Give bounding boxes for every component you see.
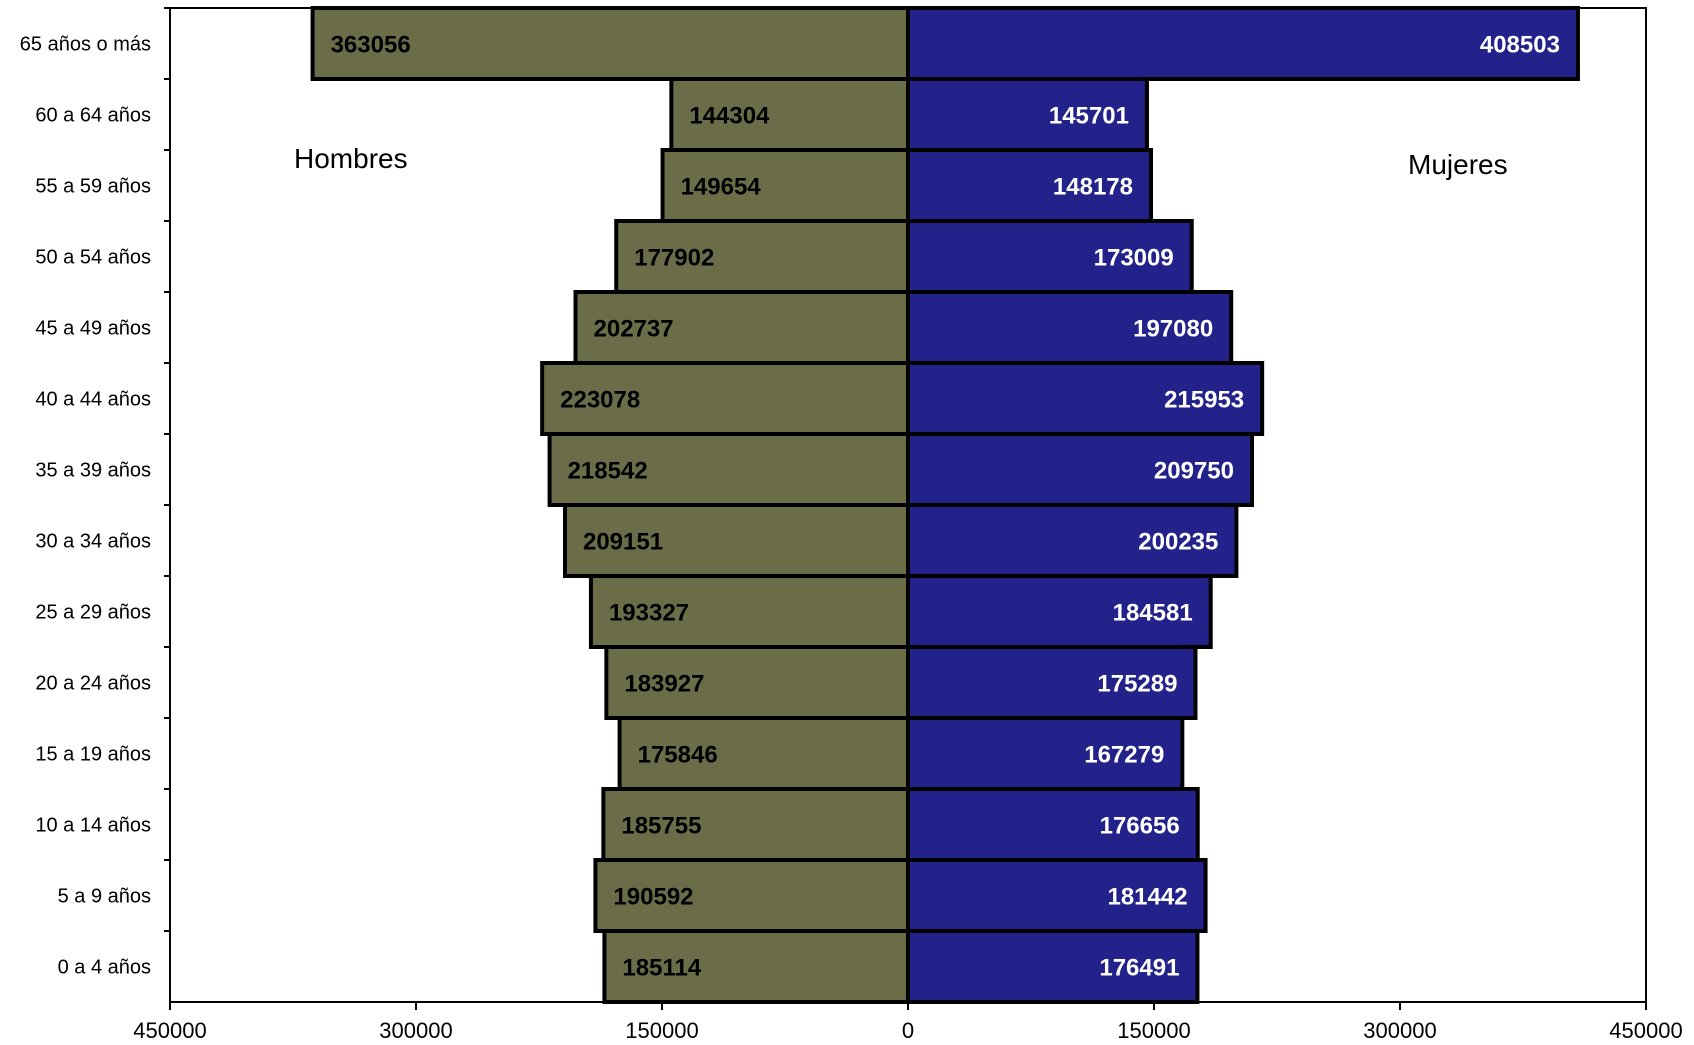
x-tick-label: 450000 bbox=[1609, 1018, 1682, 1043]
bars-group: 363056 408503 144304 145701 149654 148178 1779… bbox=[310, 6, 1580, 1004]
x-tick-label: 150000 bbox=[625, 1018, 698, 1043]
bar-value-label-mujeres: 173009 bbox=[1094, 245, 1174, 272]
bar-value-label-hombres: 175846 bbox=[638, 742, 718, 769]
bar-value-label-mujeres: 148178 bbox=[1053, 174, 1133, 201]
bar-mujeres bbox=[906, 6, 1580, 81]
x-tick-label: 300000 bbox=[379, 1018, 452, 1043]
bar-value-label-hombres: 149654 bbox=[681, 174, 762, 201]
bar-value-label-hombres: 144304 bbox=[689, 103, 770, 130]
bar-hombres bbox=[614, 219, 910, 294]
bar-value-label-hombres: 223078 bbox=[560, 387, 640, 414]
bar-hombres bbox=[562, 503, 910, 578]
bar-value-label-hombres: 193327 bbox=[609, 600, 689, 627]
x-tick-label: 0 bbox=[902, 1018, 914, 1043]
bar-value-label-hombres: 218542 bbox=[568, 458, 648, 485]
x-tick-label: 300000 bbox=[1363, 1018, 1436, 1043]
category-label: 65 años o más bbox=[20, 34, 151, 56]
bar-value-label-hombres: 183927 bbox=[624, 671, 704, 698]
x-tick-label: 450000 bbox=[133, 1018, 206, 1043]
bar-value-label-mujeres: 200235 bbox=[1138, 529, 1218, 556]
bar-value-label-mujeres: 145701 bbox=[1049, 103, 1129, 130]
category-label: 50 a 54 años bbox=[35, 247, 151, 269]
bar-value-label-hombres: 202737 bbox=[594, 316, 674, 343]
category-label: 30 a 34 años bbox=[35, 531, 151, 553]
bar-value-label-hombres: 177902 bbox=[634, 245, 714, 272]
bar-hombres bbox=[547, 432, 910, 507]
bar-hombres bbox=[540, 361, 911, 436]
category-label: 0 a 4 años bbox=[58, 957, 151, 979]
bar-value-label-hombres: 185755 bbox=[621, 813, 701, 840]
bar-value-label-mujeres: 175289 bbox=[1097, 671, 1177, 698]
category-labels: 65 años o más 60 a 64 años 55 a 59 años 50 … bbox=[20, 7, 170, 979]
category-label: 45 a 49 años bbox=[35, 318, 151, 340]
series-label-hombres: Hombres bbox=[294, 143, 408, 174]
bar-value-label-mujeres: 167279 bbox=[1084, 742, 1164, 769]
category-label: 55 a 59 años bbox=[35, 176, 151, 198]
bar-value-label-mujeres: 181442 bbox=[1107, 884, 1187, 911]
category-label: 25 a 29 años bbox=[35, 602, 151, 624]
bar-value-label-mujeres: 176656 bbox=[1100, 813, 1180, 840]
category-label: 20 a 24 años bbox=[35, 673, 151, 695]
bar-value-label-mujeres: 184581 bbox=[1113, 600, 1193, 627]
bar-hombres bbox=[602, 929, 910, 1004]
x-axis: 450000 300000 150000 0 150000 300000 450000 bbox=[133, 1002, 1683, 1043]
bar-hombres bbox=[573, 290, 910, 365]
bar-value-label-hombres: 185114 bbox=[622, 955, 701, 982]
bar-value-label-mujeres: 408503 bbox=[1480, 32, 1560, 59]
bar-value-label-hombres: 209151 bbox=[583, 529, 663, 556]
bar-mujeres bbox=[906, 574, 1213, 649]
bar-value-label-mujeres: 197080 bbox=[1133, 316, 1213, 343]
bar-value-label-mujeres: 176491 bbox=[1099, 955, 1179, 982]
bar-mujeres bbox=[906, 787, 1200, 862]
bar-value-label-hombres: 363056 bbox=[331, 32, 411, 59]
category-label: 40 a 44 años bbox=[35, 389, 151, 411]
bar-value-label-mujeres: 209750 bbox=[1154, 458, 1234, 485]
category-label: 15 a 19 años bbox=[35, 744, 151, 766]
bar-value-label-hombres: 190592 bbox=[613, 884, 693, 911]
category-label: 60 a 64 años bbox=[35, 105, 151, 127]
series-label-mujeres: Mujeres bbox=[1408, 149, 1508, 180]
category-label: 5 a 9 años bbox=[58, 886, 151, 908]
x-tick-label: 150000 bbox=[1117, 1018, 1190, 1043]
bar-value-label-mujeres: 215953 bbox=[1164, 387, 1244, 414]
bar-hombres bbox=[310, 6, 911, 81]
category-label: 35 a 39 años bbox=[35, 460, 151, 482]
category-label: 10 a 14 años bbox=[35, 815, 151, 837]
